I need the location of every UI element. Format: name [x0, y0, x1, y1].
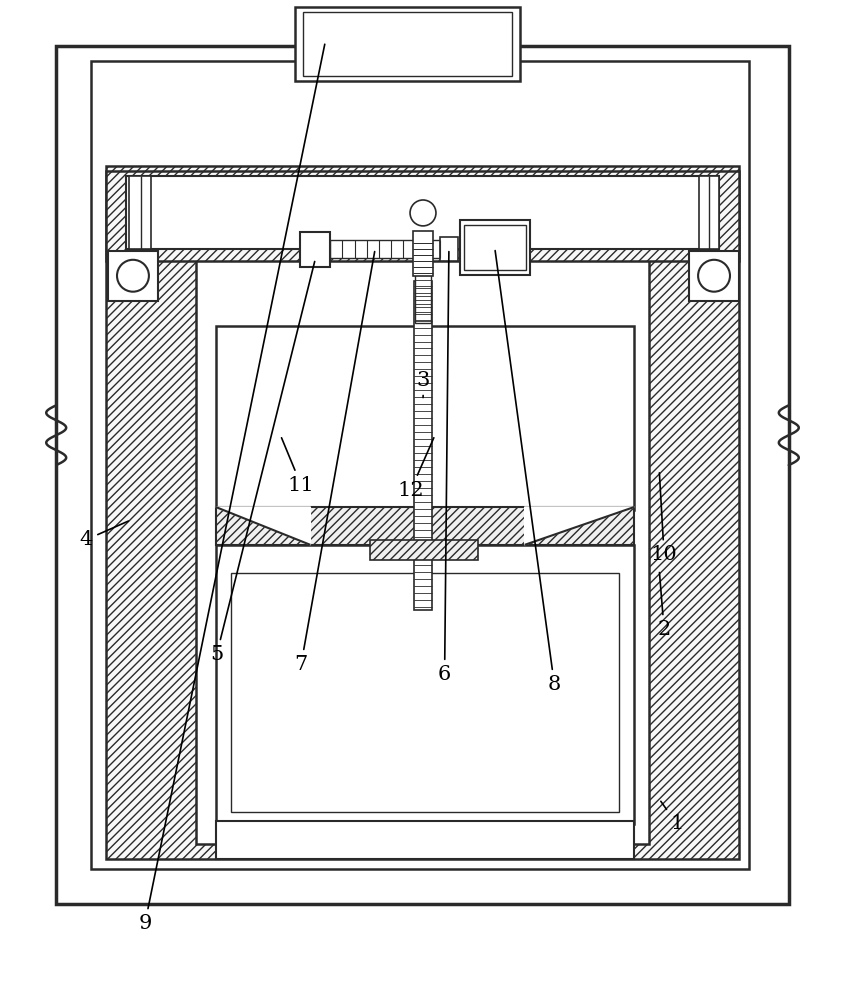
Text: 6: 6 [438, 252, 451, 684]
Bar [414, 281, 432, 610]
Text: 1: 1 [661, 801, 684, 833]
Bar [216, 326, 634, 510]
Bar [230, 573, 619, 812]
Bar [464, 225, 526, 270]
Bar [216, 821, 634, 859]
Polygon shape [216, 507, 310, 545]
Polygon shape [524, 507, 634, 545]
Text: 12: 12 [397, 438, 434, 500]
Bar [440, 237, 458, 261]
Text: 8: 8 [495, 251, 561, 694]
Bar [699, 176, 719, 249]
Circle shape [698, 260, 730, 292]
Text: 7: 7 [295, 252, 374, 674]
Bar [216, 507, 634, 545]
Text: 9: 9 [138, 44, 324, 933]
Bar [415, 258, 431, 323]
Bar [689, 251, 739, 301]
Bar [106, 166, 739, 859]
Bar [56, 46, 789, 904]
Bar [106, 171, 739, 261]
Bar [413, 231, 433, 276]
Text: 11: 11 [281, 438, 314, 495]
Text: 4: 4 [79, 521, 129, 549]
Bar [91, 61, 749, 869]
Bar [301, 232, 330, 267]
Bar [370, 540, 478, 560]
Bar [303, 12, 512, 76]
Bar [216, 545, 634, 824]
Bar [108, 251, 158, 301]
Bar [126, 176, 719, 249]
Circle shape [410, 200, 436, 226]
Text: 2: 2 [657, 573, 671, 639]
Bar [460, 220, 529, 275]
Circle shape [117, 260, 149, 292]
Bar [330, 240, 440, 258]
Text: 10: 10 [650, 473, 678, 564]
Bar [129, 176, 151, 249]
Text: 5: 5 [210, 261, 315, 664]
Bar [296, 7, 520, 81]
Bar [196, 186, 650, 844]
Text: 3: 3 [417, 371, 430, 398]
